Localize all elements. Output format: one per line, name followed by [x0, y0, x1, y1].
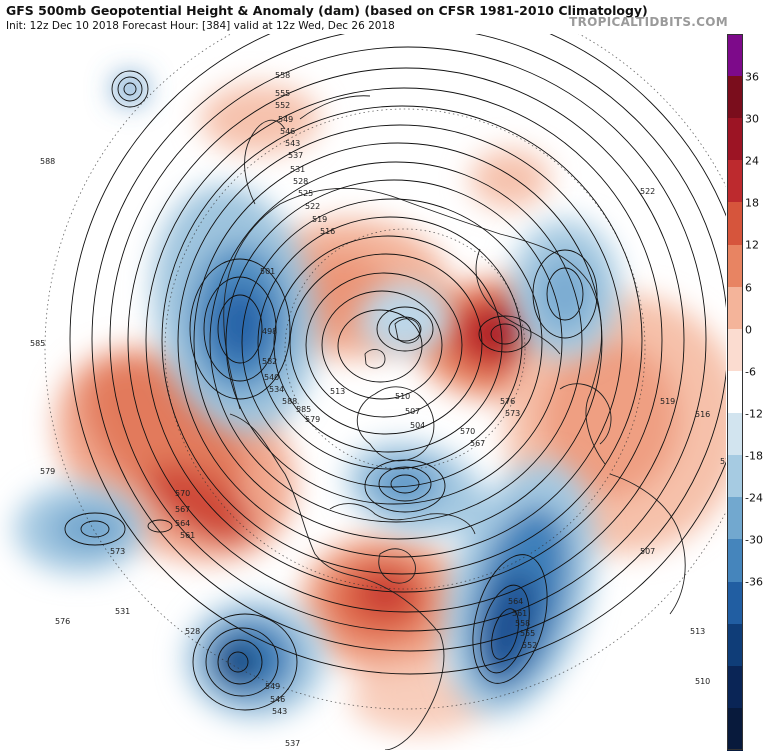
contour-label: 582: [262, 357, 277, 366]
colorbar-swatch: [727, 34, 743, 77]
contour-label: 543: [285, 139, 300, 148]
contour-label: 507: [640, 547, 655, 556]
contour-label: 570: [460, 427, 475, 436]
colorbar-swatch: [727, 370, 743, 414]
colorbar-label: 24: [745, 154, 759, 168]
colorbar-swatch: [727, 160, 743, 204]
contour-label: 510: [395, 392, 410, 401]
contour-label: 543: [272, 707, 287, 716]
brand-watermark: TROPICALTIDBITS.COM: [569, 15, 728, 29]
contour-label: 510: [695, 677, 710, 686]
colorbar-label: 12: [745, 238, 759, 252]
map-subtitle: Init: 12z Dec 10 2018 Forecast Hour: [38…: [6, 20, 395, 32]
colorbar-label: -36: [745, 575, 763, 589]
contour-label: 540: [264, 373, 279, 382]
latitude-circles: [44, 34, 726, 710]
colorbar-label: -30: [745, 533, 763, 547]
colorbar-label: 18: [745, 196, 759, 210]
contour-label: 579: [40, 467, 55, 476]
contour-label: 558: [515, 619, 530, 628]
contour-label: 525: [298, 189, 313, 198]
colorbar-swatch: [727, 76, 743, 120]
contour-label: 576: [55, 617, 70, 626]
contour-label: 507: [405, 407, 420, 416]
contour-label: 498: [262, 327, 277, 336]
colorbar-swatch: [727, 244, 743, 288]
contour-label: 573: [110, 547, 125, 556]
colorbar-label: 0: [745, 323, 752, 337]
contour-label: 528: [185, 627, 200, 636]
contour-label: 588: [40, 157, 55, 166]
colorbar-label: -6: [745, 365, 756, 379]
contour-label: 516: [695, 410, 710, 419]
contour-label: 561: [512, 609, 527, 618]
contour-label: 513: [330, 387, 345, 396]
colorbar-swatch: [727, 118, 743, 162]
colorbar-swatch: [727, 623, 743, 667]
map-panel: 588 585 579 576 573 570 567 564 561 558 555 552 549 5…: [0, 34, 726, 750]
contour-label: 555: [275, 89, 290, 98]
contour-label: 567: [470, 439, 485, 448]
contour-label: 585: [30, 339, 45, 348]
contour-label: 525: [720, 457, 726, 466]
contour-label: 531: [290, 165, 305, 174]
colorbar-swatch: [727, 581, 743, 625]
map-title: GFS 500mb Geopotential Height & Anomaly …: [6, 3, 648, 18]
contour-label: 588: [282, 397, 297, 406]
colorbar-swatch: [727, 539, 743, 583]
colorbar-frame: [727, 34, 743, 750]
contour-label: 516: [320, 227, 335, 236]
contour-label: 501: [260, 267, 275, 276]
colorbar-swatch: [727, 328, 743, 372]
contour-label: 558: [275, 71, 290, 80]
contour-label: 576: [500, 397, 515, 406]
colorbar-label: -18: [745, 449, 763, 463]
contour-label: 555: [520, 629, 535, 638]
colorbar-label: -12: [745, 407, 763, 421]
contour-label: 549: [278, 115, 293, 124]
colorbar-label: 6: [745, 281, 752, 295]
contour-label: 537: [288, 151, 303, 160]
contour-label: 570: [175, 489, 190, 498]
contour-label: 522: [640, 187, 655, 196]
colorbar-swatch: [727, 665, 743, 709]
contour-label: 549: [265, 682, 280, 691]
contour-label: 546: [270, 695, 285, 704]
contour-label: 552: [522, 641, 537, 650]
contour-label: 528: [293, 177, 308, 186]
contour-label: 561: [180, 531, 195, 540]
contour-label: 564: [508, 597, 523, 606]
colorbar-label: -24: [745, 491, 763, 505]
height-contours: [64, 34, 726, 711]
colorbar-swatch: [727, 286, 743, 330]
contour-label: 531: [115, 607, 130, 616]
colorbar-swatch: [727, 455, 743, 499]
map-canvas: 5885855795765735705675645615585555525495…: [0, 34, 726, 750]
contour-label: 522: [305, 202, 320, 211]
colorbar-swatch: [727, 707, 743, 751]
contour-label: 504: [410, 421, 425, 430]
colorbar-label: 30: [745, 112, 759, 126]
colorbar-swatch: [727, 413, 743, 457]
colorbar-label: 36: [745, 70, 759, 84]
contour-label: 552: [275, 101, 290, 110]
contour-label: 519: [660, 397, 675, 406]
coastlines: [223, 95, 686, 750]
contour-label: 513: [690, 627, 705, 636]
contour-label: 564: [175, 519, 190, 528]
contour-label: 567: [175, 505, 190, 514]
contour-label: 537: [285, 739, 300, 748]
contour-label: 534: [269, 385, 284, 394]
contour-label: 573: [505, 409, 520, 418]
contour-label: 585: [296, 405, 311, 414]
contour-labels: 5885855795765735705675645615585555525495…: [30, 71, 726, 748]
contour-label: 519: [312, 215, 327, 224]
colorbar-swatch: [727, 497, 743, 541]
contour-label: 579: [305, 415, 320, 424]
colorbar-swatch: [727, 202, 743, 246]
contour-label: 546: [280, 127, 295, 136]
colorbar: 36 30 24 18 12 6 0 -6 -12 -18 -24 -30 -36: [727, 34, 768, 751]
